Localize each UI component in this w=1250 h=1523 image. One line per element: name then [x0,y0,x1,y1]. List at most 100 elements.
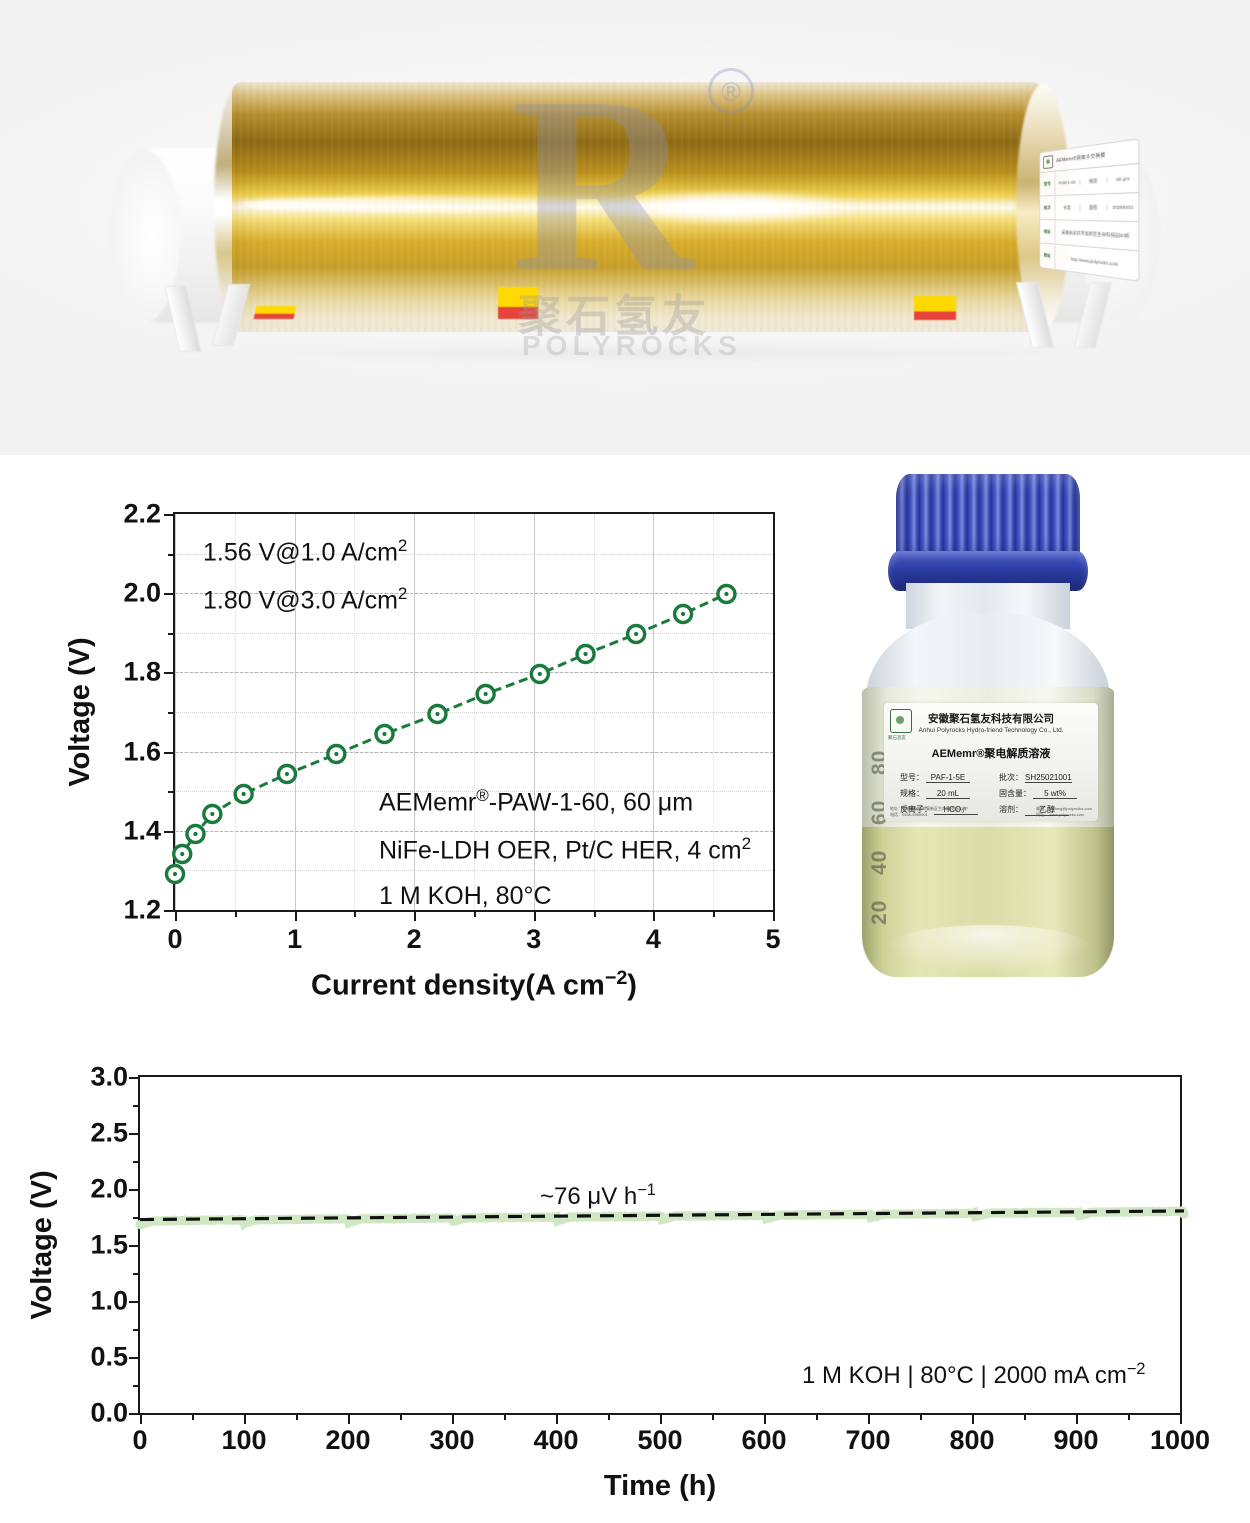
pol-x-tick [533,910,536,921]
film-specular-highlight [600,190,860,224]
bottle-graduation-40: 40 [868,849,891,875]
dur-y-tick [129,1133,140,1135]
dur-x-tick-minor [608,1413,610,1420]
dur-x-tick [1180,1413,1182,1424]
pol-y-tick-minor [168,791,175,794]
pol-x-axis-title: Current density(A cm−2) [311,967,637,1002]
dur-x-tick-minor [400,1413,402,1420]
bottle-field-solvent: 溶剂： 乙醇 [991,804,1090,816]
polarisation-curve-panel: Voltage (V) [0,455,840,1020]
dur-x-tick-minor [816,1413,818,1420]
dur-data-series [135,1206,1189,1231]
bottle-graduation-20: 20 [868,899,891,925]
bottle-field-volume: 规格： 20 mL [892,788,991,799]
bottle-field-value: SH25021001 [1025,773,1072,783]
pol-y-tick [164,672,175,675]
pol-plot-area: 1.2 1.4 1.6 1.8 2.0 2.2 0 1 2 3 4 5 [123,499,780,955]
pol-y-axis-title: Voltage (V) [63,637,96,787]
pol-y-label: 1.6 [123,736,161,767]
bottle-field-key: 溶剂： [999,805,1023,814]
dur-y-label: 3.0 [90,1061,128,1092]
dur-x-tick-minor [504,1413,506,1420]
pol-data-point [625,623,647,645]
pol-annot4-sup: 2 [741,834,752,853]
dur-conditions: 1 M KOH | 80°C | 2000 mA cm−2 [802,1360,1145,1390]
bottle-field-key: 规格： [900,789,924,798]
roll-label-value: 安徽省安庆市高新区生命科技园40栋 [1061,229,1130,239]
dur-x-label: 700 [845,1425,891,1455]
roll-label-key: 网址 [1040,243,1056,270]
dur-x-label: 200 [325,1425,371,1455]
bottle-bottom-highlight [884,925,1092,973]
pol-data-series [164,583,737,885]
roll-label-key: 地址 [1040,219,1056,244]
durability-curve-panel: Voltage (V) 0.0 0.5 1.0 1.5 2.0 2.5 3.0 [0,1020,1250,1523]
pol-data-point [475,683,496,705]
roll-label-title: AEMemr®阴离子交换膜 [1056,152,1106,165]
roll-label-value: 面密 [1079,204,1107,211]
bottle-label-row: 反离子： HCO₃⁻ 溶剂： 乙醇 [892,804,1090,816]
pol-data-point [326,743,347,765]
dur-x-tick-minor [712,1413,714,1420]
dur-x-tick [140,1413,142,1424]
roll-label-key: 型号 [1040,171,1056,196]
edge-sticker [253,306,297,319]
dur-x-tick [452,1413,454,1424]
dur-x-label: 600 [741,1425,787,1455]
bottle-label-footer: 地址：安徽省安庆市高新区生命科技园40栋 电话：0556-5980901 邮箱：… [890,806,1092,818]
dur-y-axis-title: Voltage (V) [25,1170,58,1320]
dur-degradation-rate: ~76 μV h−1 [540,1181,656,1211]
pol-x-label: 2 [406,924,422,954]
pol-annot2-sup: 2 [397,584,408,603]
dur-y-tick [129,1077,140,1079]
dur-y-tick-minor [133,1272,140,1275]
bottle-field-counterion: 反离子： HCO₃⁻ [892,804,991,816]
bottle-label-row: 规格： 20 mL 固含量： 5 wt% [892,788,1090,799]
bottle-footer-address-line1: 地址：安徽省安庆市高新区生命科技园40栋 [890,806,967,811]
pol-x-tick [653,910,656,921]
dur-y-label: 1.0 [90,1285,128,1316]
bottle-field-key: 反离子： [900,805,932,814]
dur-y-tick-minor [133,1329,140,1331]
stand-arm [1015,282,1055,348]
bottle-field-key: 型号： [900,773,924,782]
dur-x-label: 900 [1053,1425,1099,1455]
pol-annot3-post: -PAW-1-60, 60 μm [488,788,694,817]
dur-x-label: 400 [533,1425,579,1455]
bottle-cap [896,474,1080,566]
pol-annot1-text: 1.56 V@1.0 A/cm [203,538,398,567]
dur-x-label: 0 [132,1425,148,1455]
acrylic-stand-left [164,282,256,354]
edge-sticker [914,296,956,320]
pol-data-point [233,783,254,805]
dur-linear-fit [139,1209,1185,1222]
dur-x-tick [764,1413,766,1424]
roll-label-value: 20250401 [1106,204,1139,210]
bottle-product-name: AEMemr®聚电解质溶液 [931,748,1051,760]
dur-x-tick [556,1413,558,1424]
pol-x-tick-minor [354,910,357,917]
pol-x-label: 3 [526,924,542,954]
pol-annot4-pre: NiFe-LDH OER, Pt/C HER, 4 cm [379,836,742,865]
pol-y-tick [164,830,175,833]
bottle-field-key: 固含量： [999,789,1031,798]
pol-annotation-5: 1 M KOH, 80°C [379,882,552,910]
dur-rate-text: ~76 μV h [540,1183,638,1210]
stand-arm [164,286,202,352]
electrolyte-bottle-photo: 80 60 40 20 聚石氢友 安徽聚石氢友科技有限公司 Anhui Poly… [840,455,1250,1020]
pol-annotation-1: 1.56 V@1.0 A/cm2 [203,536,407,567]
dur-x-tick-minor [1024,1413,1026,1420]
dur-x-label: 800 [949,1425,995,1455]
pol-y-tick [164,751,175,754]
dur-y-label: 0.5 [90,1341,128,1372]
dur-x-label: 500 [637,1425,683,1455]
dur-x-tick-minor [296,1413,298,1420]
pol-data-point [185,823,206,845]
dur-x-label: 100 [221,1425,267,1455]
pol-y-label: 2.0 [123,577,161,608]
dur-x-label: 1000 [1149,1425,1211,1455]
pol-y-label: 1.2 [123,894,161,925]
roll-label-key: 批次 [1040,195,1056,220]
membrane-roll-photo: AEMemr®阴离子交换膜 型号 PAW-1-60 幅宽 60 μm 批次 长度… [0,0,1250,455]
